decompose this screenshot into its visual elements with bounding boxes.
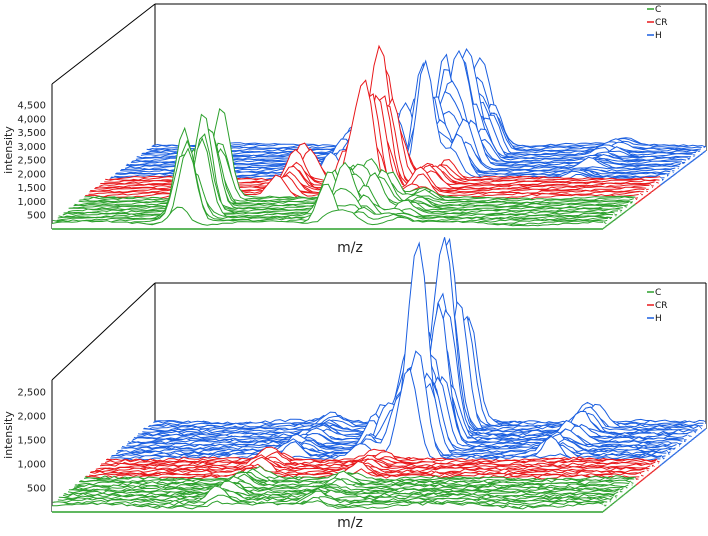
legend-label: C [655,288,661,298]
spectrum-line [92,462,644,477]
legend-label: H [655,314,662,324]
y-axis-label: intensity [2,411,15,459]
spectrum-fill [105,125,657,189]
spectrum-line [60,489,612,503]
y-tick-label: 4,500 [17,101,46,112]
chart-1: 500 1,000 1,500 2,000 2,500 3,000 3,500 4,000 4,… [2,3,707,256]
y-tick-label: 500 [27,484,46,495]
y-tick-label: 1,000 [17,197,46,208]
y-axis-label: intensity [2,126,15,174]
legend-label: CR [655,18,668,28]
spectrum-fill [110,351,662,466]
legend-label: H [655,31,662,41]
y-tick-label: 2,500 [17,156,46,167]
x-axis-label: m/z [337,515,363,531]
spectrum-fill [117,381,668,460]
series-h [109,237,707,467]
y-tick-label: 2,000 [17,169,46,180]
legend: C CR H [647,288,668,324]
spectrum-fill [85,80,637,204]
spectrum-line [65,486,617,499]
spectrum-line [54,485,606,508]
legend-label: C [655,5,661,15]
spectrum-line [108,448,660,464]
y-tick-label: 1,000 [17,460,46,471]
chart-2: 500 1,000 1,500 2,000 2,500 intensity m/z C CR H [2,237,707,531]
y-tick-label: 3,500 [17,128,46,139]
legend-label: CR [655,301,668,311]
series-c [51,107,636,230]
series-c [51,465,636,513]
spectrum-line [51,206,604,227]
y-tick-label: 1,500 [17,436,46,447]
y-tick-label: 2,500 [17,388,46,399]
top-depth-edge [51,3,156,85]
y-tick-label: 2,000 [17,412,46,423]
spectrum-fill [52,148,604,229]
spectrum-fill [133,363,684,447]
legend: C CR H [647,5,668,41]
spectrum-line [55,490,607,507]
y-tick-label: 1,500 [17,183,46,194]
y-tick-label: 3,000 [17,142,46,153]
spectrum-fill [52,207,603,229]
spectrum-line [51,500,604,510]
spectrum-line [70,484,622,495]
x-axis-label: m/z [337,240,363,256]
top-depth-edge [51,282,156,381]
spectrum-line [71,479,623,494]
y-tick-label: 4,000 [17,114,46,125]
y-tick-label: 500 [27,211,46,222]
spectrum-line [81,472,633,486]
